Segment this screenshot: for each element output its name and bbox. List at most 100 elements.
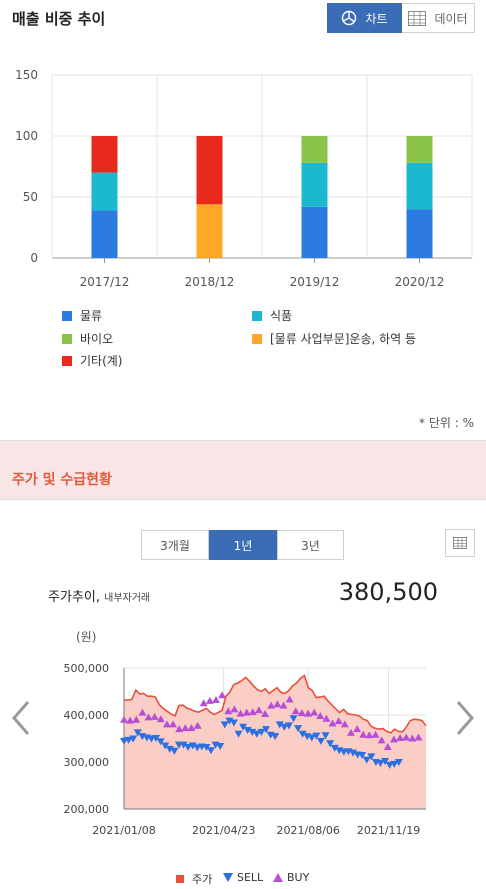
buy-marker bbox=[408, 734, 417, 742]
legend-label-bio: 바이오 bbox=[80, 332, 114, 346]
legend-item-logistics: 물류 bbox=[62, 307, 102, 324]
buy-marker bbox=[297, 709, 306, 717]
legend-swatch-logistics-transport bbox=[252, 333, 262, 344]
buy-marker bbox=[414, 733, 423, 741]
buy-marker bbox=[328, 719, 337, 727]
sell-marker bbox=[229, 719, 238, 727]
sell-marker bbox=[394, 759, 403, 766]
sell-marker bbox=[165, 745, 174, 753]
buy-marker bbox=[396, 734, 405, 742]
sell-marker bbox=[248, 728, 257, 736]
sell-marker-icon bbox=[223, 873, 233, 882]
legend2-item-buy: BUY bbox=[273, 871, 309, 884]
y-tick-label: 0 bbox=[30, 251, 38, 265]
legend-item-food: 식품 bbox=[252, 307, 292, 324]
sell-marker bbox=[252, 730, 261, 738]
sell-marker bbox=[312, 732, 321, 740]
buy-marker bbox=[150, 712, 159, 720]
sell-marker bbox=[271, 733, 280, 741]
sell-marker bbox=[170, 747, 179, 755]
price-area bbox=[124, 675, 426, 809]
sell-marker bbox=[349, 749, 358, 757]
chart-view-button[interactable]: 차트 bbox=[327, 3, 402, 33]
buy-marker bbox=[193, 721, 202, 729]
bar-segment bbox=[406, 162, 433, 210]
price-chart-title: 주가추이, 내부자거래 bbox=[48, 586, 150, 605]
sell-marker bbox=[120, 737, 128, 745]
buy-marker bbox=[371, 730, 380, 738]
legend-swatch-etc bbox=[62, 355, 72, 366]
x-tick-label: 2021/01/08 bbox=[92, 824, 155, 837]
bar-segment bbox=[91, 210, 118, 258]
price-line bbox=[124, 674, 427, 734]
period-3y-button[interactable]: 3년 bbox=[277, 530, 344, 560]
sell-marker bbox=[129, 735, 138, 743]
buy-marker bbox=[383, 742, 392, 750]
bar-segment bbox=[406, 209, 433, 258]
sell-marker bbox=[280, 723, 289, 731]
bar-segment bbox=[91, 172, 118, 211]
y-tick-label: 200,000 bbox=[64, 803, 110, 816]
buy-marker bbox=[261, 710, 270, 718]
buy-marker bbox=[389, 735, 398, 743]
buy-marker bbox=[334, 717, 343, 725]
buy-marker bbox=[199, 699, 208, 707]
legend-label-logistics-transport: [물류 사업부문]운송, 하역 등 bbox=[270, 332, 417, 346]
sell-marker bbox=[216, 743, 225, 751]
buy-marker bbox=[273, 700, 282, 708]
sell-marker bbox=[289, 715, 298, 723]
bar-segment bbox=[196, 136, 223, 205]
legend2-item-price: 주가 bbox=[176, 871, 212, 887]
sell-marker bbox=[234, 730, 243, 738]
table-view-button[interactable] bbox=[445, 529, 475, 557]
legend-label-food: 식품 bbox=[270, 309, 293, 323]
sell-marker bbox=[239, 723, 248, 731]
buy-marker bbox=[120, 715, 128, 723]
buy-marker bbox=[230, 705, 239, 713]
next-arrow-button[interactable] bbox=[454, 698, 476, 747]
sell-marker bbox=[330, 744, 339, 752]
buy-marker bbox=[162, 720, 171, 728]
buy-marker bbox=[224, 707, 233, 715]
bar-segment bbox=[301, 162, 328, 207]
buy-marker-icon bbox=[273, 873, 283, 882]
sell-marker bbox=[390, 760, 399, 768]
period-3m-button[interactable]: 3개월 bbox=[141, 530, 209, 560]
sell-marker bbox=[207, 747, 216, 755]
sell-marker bbox=[202, 743, 211, 751]
period-1y-button[interactable]: 1년 bbox=[209, 530, 277, 560]
legend-label-logistics: 물류 bbox=[80, 309, 103, 323]
bar-segment bbox=[91, 136, 118, 173]
sell-marker bbox=[124, 736, 133, 744]
sell-marker bbox=[184, 743, 193, 751]
sell-marker bbox=[156, 738, 165, 746]
buy-marker bbox=[346, 728, 355, 736]
buy-marker bbox=[254, 706, 263, 714]
sell-marker bbox=[385, 761, 394, 769]
buy-marker bbox=[402, 733, 411, 741]
section-title-stock: 주가 및 수급현황 bbox=[12, 472, 112, 488]
unit-note: * 단위 : % bbox=[419, 416, 474, 430]
legend2-label-price: 주가 bbox=[192, 873, 213, 886]
section-title-sales-ratio: 매출 비중 추이 bbox=[12, 10, 106, 28]
sell-marker bbox=[307, 734, 316, 742]
legend-item-bio: 바이오 bbox=[62, 330, 113, 347]
x-tick-label: 2021/11/19 bbox=[357, 824, 420, 837]
buy-marker bbox=[377, 736, 386, 744]
prev-arrow-button[interactable] bbox=[10, 698, 32, 747]
sell-marker bbox=[225, 717, 234, 725]
sell-marker bbox=[261, 726, 270, 734]
legend-swatch-bio bbox=[62, 333, 72, 344]
buy-marker bbox=[126, 716, 135, 724]
y-tick-label: 100 bbox=[15, 129, 38, 143]
buy-marker bbox=[132, 715, 141, 723]
sell-marker bbox=[257, 728, 266, 736]
buy-marker bbox=[316, 711, 325, 719]
sell-marker bbox=[316, 737, 325, 745]
legend-item-logistics-transport: [물류 사업부문]운송, 하역 등 bbox=[252, 330, 416, 347]
legend-swatch-food bbox=[252, 310, 262, 321]
price-title-sub: 내부자거래 bbox=[104, 593, 151, 604]
buy-marker bbox=[353, 725, 362, 733]
data-view-button[interactable]: 데이터 bbox=[402, 3, 475, 33]
buy-marker bbox=[365, 731, 374, 739]
